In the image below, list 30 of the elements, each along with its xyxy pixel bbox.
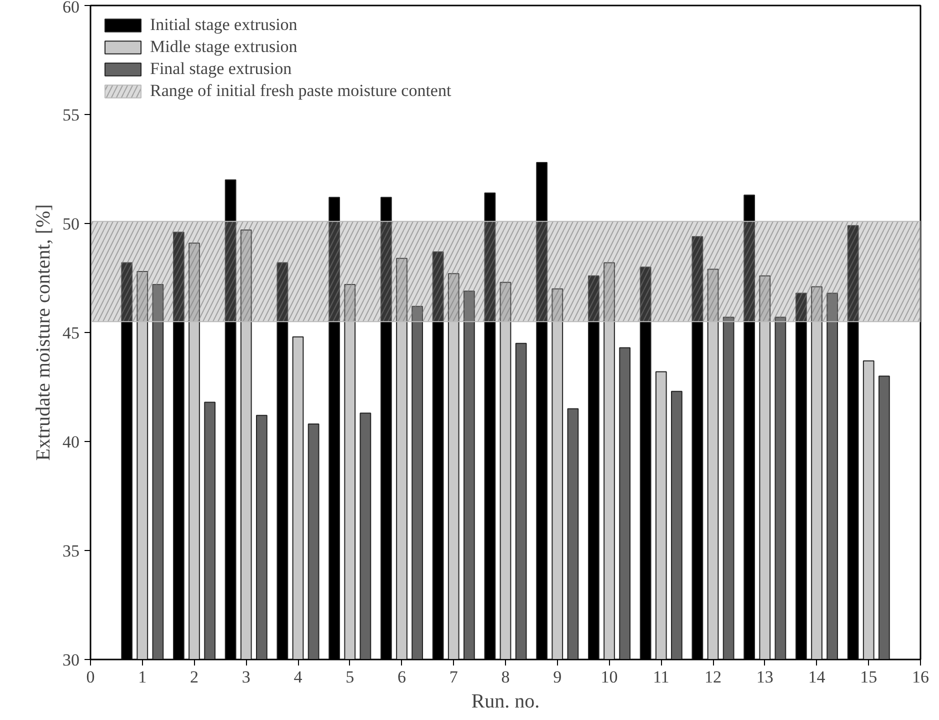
legend-label: Range of initial fresh paste moisture content <box>150 81 452 101</box>
x-tick-label: 12 <box>704 668 722 686</box>
x-tick-label: 16 <box>912 668 929 686</box>
legend-label: Final stage extrusion <box>150 59 292 79</box>
y-axis-title: Extrudate moisture content, [%] <box>32 204 54 461</box>
legend-label: Midle stage extrusion <box>150 37 298 57</box>
y-tick-label: 30 <box>62 650 80 670</box>
x-tick-label: 5 <box>346 668 354 686</box>
x-tick-label: 6 <box>398 668 406 686</box>
x-tick-label: 9 <box>553 668 562 686</box>
x-tick-label: 8 <box>501 668 510 686</box>
y-tick-label: 50 <box>62 214 80 234</box>
x-tick-label: 0 <box>86 668 95 686</box>
x-axis-title: Run. no. <box>471 690 540 712</box>
x-tick-label: 10 <box>600 668 618 686</box>
x-tick-label: 14 <box>808 668 826 686</box>
x-tick-label: 1 <box>138 668 147 686</box>
y-tick-label: 55 <box>62 106 80 124</box>
y-tick-label: 45 <box>62 324 80 342</box>
x-tick-label: 2 <box>190 668 198 686</box>
x-tick-label: 13 <box>756 668 774 686</box>
x-tick-label: 11 <box>652 668 670 686</box>
x-tick-label: 15 <box>860 668 878 686</box>
y-tick-label: 35 <box>62 542 80 560</box>
y-tick-label: 40 <box>62 432 80 452</box>
legend-label: Initial stage extrusion <box>150 15 298 35</box>
y-tick-label: 60 <box>62 0 80 16</box>
x-tick-label: 4 <box>294 668 303 686</box>
x-tick-label: 7 <box>449 668 458 686</box>
x-tick-label: 3 <box>242 668 250 686</box>
